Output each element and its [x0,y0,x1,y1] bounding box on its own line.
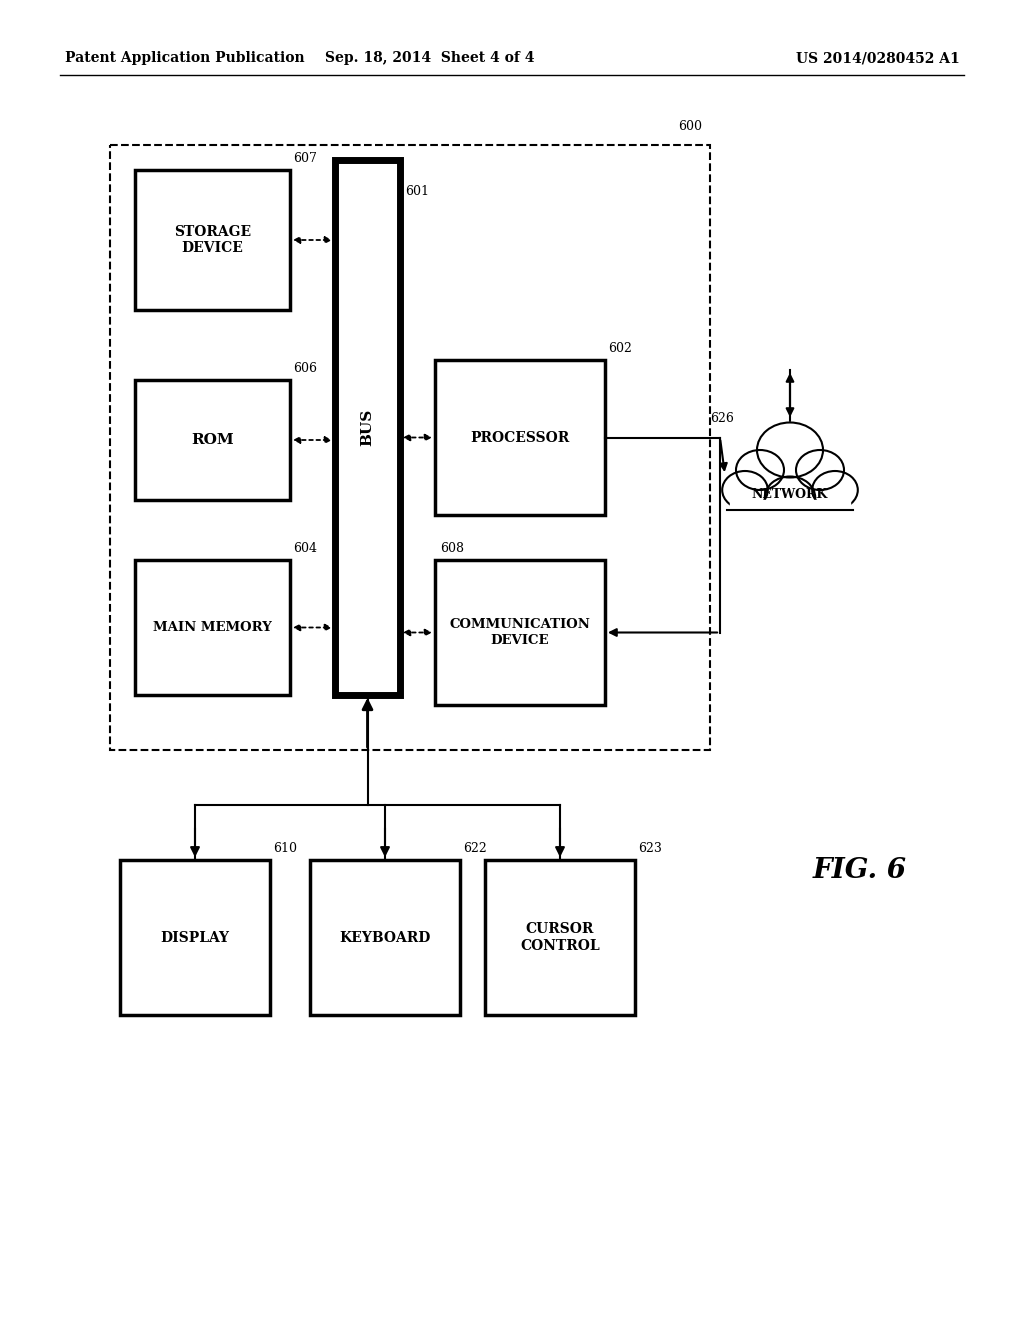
Bar [335,160,400,696]
Text: 607: 607 [293,152,316,165]
Text: ROM: ROM [191,433,233,447]
Text: US 2014/0280452 A1: US 2014/0280452 A1 [797,51,961,65]
Text: 601: 601 [406,185,429,198]
Bar [730,500,850,520]
Text: Patent Application Publication: Patent Application Publication [65,51,304,65]
Text: BUS: BUS [360,409,375,446]
Text: FIG. 6: FIG. 6 [813,857,907,883]
Bar [120,861,270,1015]
Text: KEYBOARD: KEYBOARD [339,931,431,945]
Text: DISPLAY: DISPLAY [161,931,229,945]
Text: 606: 606 [293,362,317,375]
Ellipse shape [796,450,844,490]
Bar [135,170,290,310]
Text: 602: 602 [608,342,632,355]
Text: NETWORK: NETWORK [752,488,828,502]
Ellipse shape [765,477,815,519]
Text: 604: 604 [293,543,317,554]
Ellipse shape [736,450,784,490]
Bar [135,560,290,696]
Text: 622: 622 [463,842,486,855]
Text: 608: 608 [440,543,464,554]
Text: 623: 623 [638,842,662,855]
Text: 626: 626 [710,412,734,425]
Bar [110,145,710,750]
Text: PROCESSOR: PROCESSOR [470,430,569,445]
Ellipse shape [757,422,823,478]
Text: CURSOR
CONTROL: CURSOR CONTROL [520,923,600,953]
Bar [135,380,290,500]
Bar [435,360,605,515]
Text: Sep. 18, 2014  Sheet 4 of 4: Sep. 18, 2014 Sheet 4 of 4 [326,51,535,65]
Text: 610: 610 [273,842,297,855]
Bar [485,861,635,1015]
Bar [435,560,605,705]
Text: STORAGE
DEVICE: STORAGE DEVICE [174,224,251,255]
Ellipse shape [722,471,768,510]
Bar [310,861,460,1015]
Text: COMMUNICATION
DEVICE: COMMUNICATION DEVICE [450,619,591,647]
Text: MAIN MEMORY: MAIN MEMORY [153,620,272,634]
Text: 600: 600 [678,120,702,133]
Ellipse shape [812,471,858,510]
